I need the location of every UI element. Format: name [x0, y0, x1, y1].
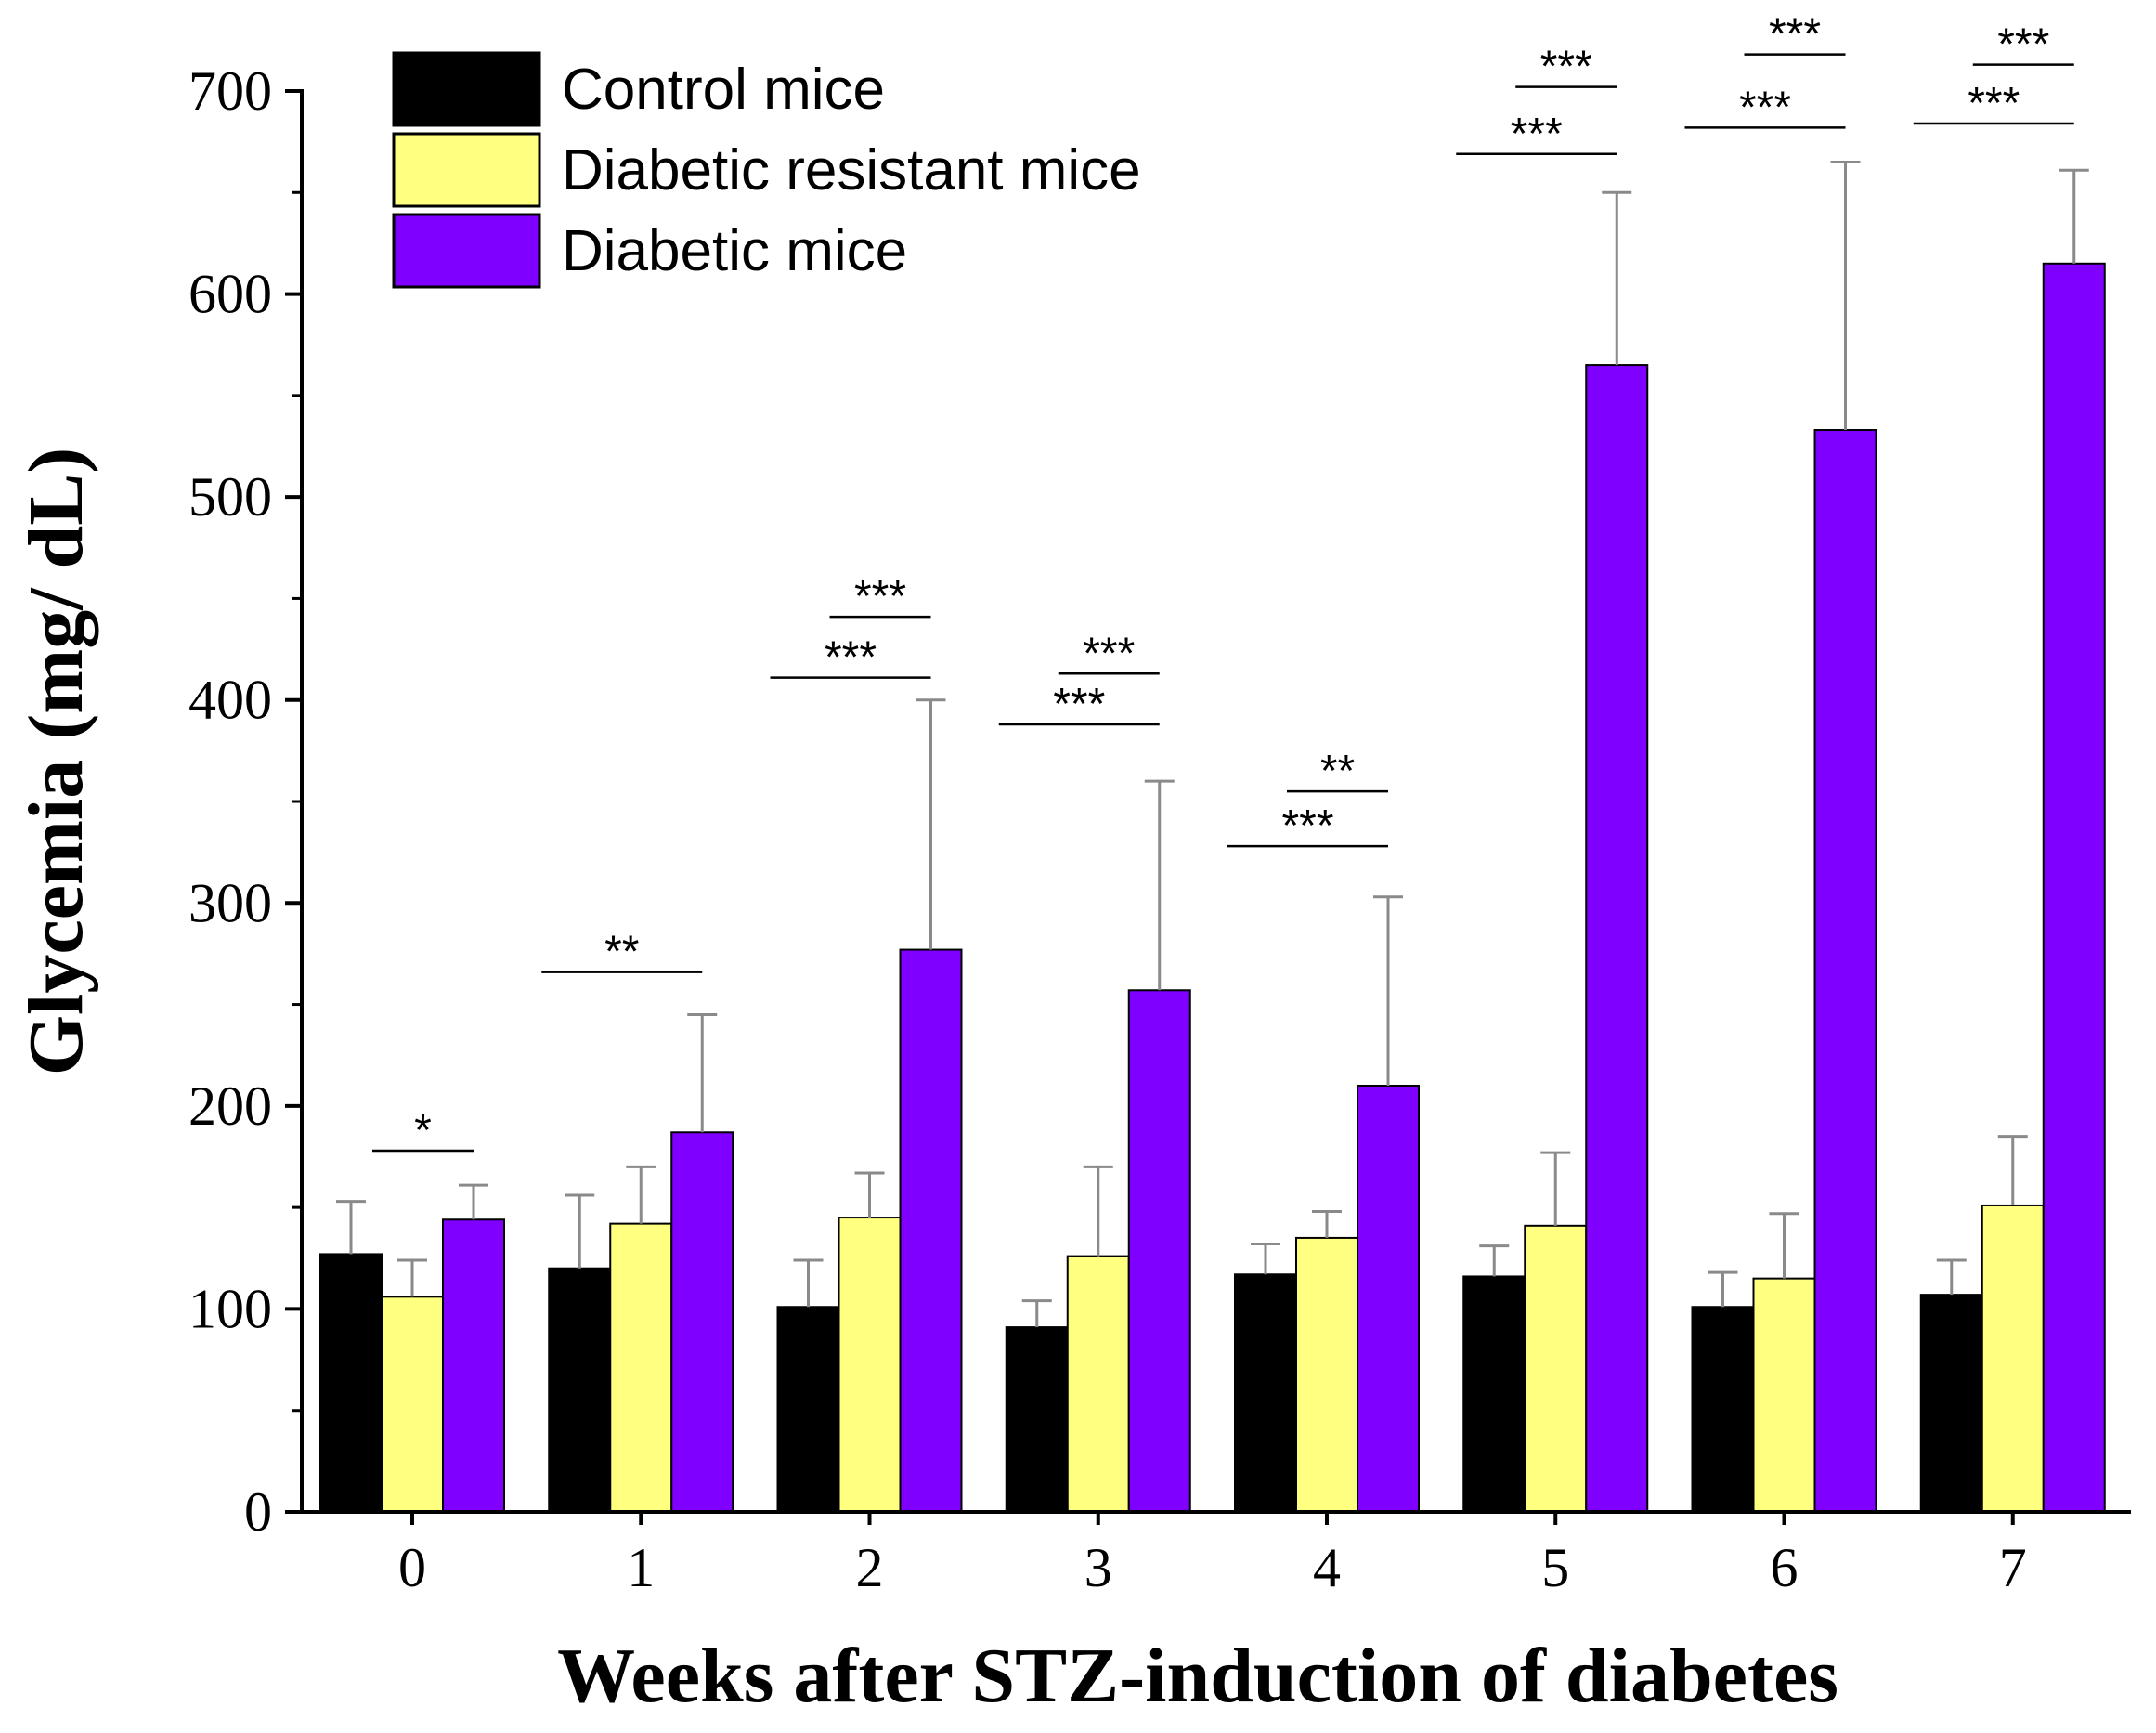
significance-label: *** [1968, 79, 2020, 128]
bar-control-mice-week-3 [1005, 1326, 1069, 1513]
y-axis-title: Glycemia (mg/ dL) [13, 448, 99, 1076]
bar-control-mice-week-5 [1462, 1275, 1526, 1514]
significance-label: *** [1997, 20, 2049, 70]
bar-control-mice-week-7 [1919, 1294, 1983, 1513]
bar-diabetic-mice-week-7 [2042, 262, 2106, 1513]
x-tick-label: 2 [856, 1537, 884, 1598]
bar-diabetic-mice-week-2 [899, 948, 963, 1513]
y-tick-label: 400 [188, 670, 272, 731]
significance-label: *** [1511, 110, 1563, 159]
significance-label: *** [1053, 680, 1105, 729]
x-tick-label: 5 [1541, 1537, 1569, 1598]
significance-label: ** [1320, 747, 1355, 796]
error-bars-layer [336, 161, 2089, 1328]
bar-diabetic-resistant-mice-week-5 [1524, 1224, 1588, 1514]
bar-diabetic-mice-week-4 [1357, 1085, 1420, 1513]
y-tick-label: 500 [188, 466, 272, 528]
x-axis-title: Weeks after STZ-induction of diabetes [557, 1633, 1838, 1719]
bar-diabetic-resistant-mice-week-6 [1752, 1277, 1816, 1513]
bar-diabetic-mice-week-0 [442, 1218, 505, 1514]
significance-label: *** [1540, 43, 1592, 92]
legend-label: Diabetic resistant mice [562, 138, 1141, 202]
x-tick-label: 0 [398, 1537, 426, 1598]
y-tick-label: 300 [188, 872, 272, 933]
bar-control-mice-week-4 [1234, 1273, 1297, 1514]
significance-label: * [414, 1106, 432, 1155]
x-tick-label: 7 [1999, 1537, 2027, 1598]
bar-diabetic-resistant-mice-week-3 [1066, 1255, 1130, 1513]
significance-label: *** [1769, 10, 1821, 59]
bar-diabetic-resistant-mice-week-2 [838, 1217, 902, 1513]
y-tick-label: 0 [244, 1481, 272, 1543]
bar-diabetic-resistant-mice-week-1 [609, 1222, 673, 1513]
bar-diabetic-mice-week-5 [1585, 364, 1649, 1514]
significance-label: ** [604, 928, 639, 977]
bar-diabetic-resistant-mice-week-0 [381, 1296, 444, 1514]
significance-label: *** [1083, 629, 1135, 678]
x-tick-label: 6 [1771, 1537, 1799, 1598]
y-tick-label: 600 [188, 264, 272, 325]
y-tick-label: 700 [188, 60, 272, 122]
significance-label: *** [1281, 801, 1333, 851]
x-tick-label: 1 [627, 1537, 655, 1598]
bar-control-mice-week-6 [1691, 1306, 1755, 1513]
significance-label: *** [1739, 83, 1791, 132]
y-tick-label: 100 [188, 1278, 272, 1339]
significance-label: *** [825, 633, 877, 683]
legend-label: Diabetic mice [562, 219, 907, 283]
bars-layer [319, 262, 2106, 1514]
legend-label: Control mice [562, 58, 885, 122]
x-tick-label: 4 [1313, 1537, 1341, 1598]
significance-label: *** [854, 572, 906, 621]
bar-control-mice-week-1 [548, 1267, 612, 1513]
bar-diabetic-mice-week-6 [1813, 429, 1877, 1513]
bar-diabetic-mice-week-1 [670, 1131, 734, 1514]
x-tick-label: 3 [1084, 1537, 1112, 1598]
bar-diabetic-resistant-mice-week-7 [1981, 1204, 2045, 1513]
significance-layer: ************************************** [372, 10, 2074, 1155]
legend-swatch [392, 132, 541, 208]
bar-diabetic-resistant-mice-week-4 [1295, 1236, 1358, 1514]
axes-layer: 0 100 200 300 400 500 600 700 0 1 2 3 4 5 6 7 [188, 60, 2131, 1598]
legend: Control mice Diabetic resistant mice Diabe… [392, 51, 1141, 289]
bar-diabetic-mice-week-3 [1127, 989, 1191, 1514]
bar-control-mice-week-0 [319, 1253, 383, 1514]
legend-swatch [392, 213, 541, 289]
y-tick-label: 200 [188, 1075, 272, 1137]
bar-control-mice-week-2 [776, 1306, 840, 1513]
legend-swatch [392, 51, 541, 127]
